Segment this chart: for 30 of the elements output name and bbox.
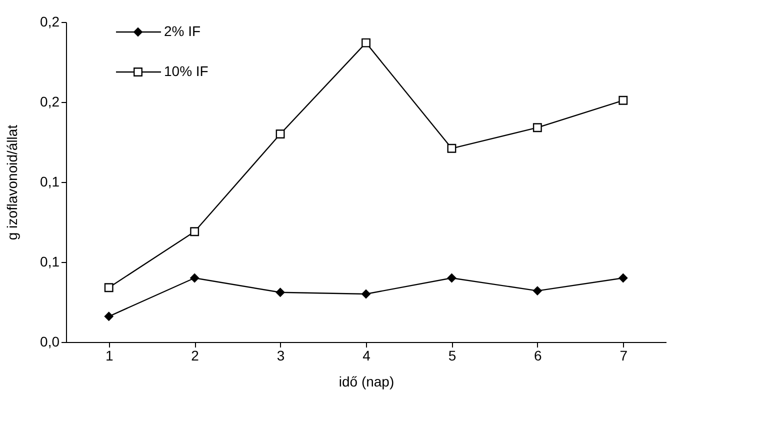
- x-tick-label: 6: [534, 348, 542, 364]
- x-tick-label: 3: [276, 348, 285, 364]
- x-axis-title: idő (nap): [338, 374, 394, 390]
- y-tick-label: 0,1: [40, 254, 60, 270]
- point: [362, 38, 370, 48]
- point: [190, 274, 200, 282]
- y-tick-label: 0,2: [40, 94, 60, 110]
- legend-label: 10% IF: [164, 63, 208, 79]
- point: [276, 130, 285, 138]
- point: [104, 283, 114, 292]
- point: [190, 227, 200, 236]
- x-tick-label: 4: [362, 348, 371, 364]
- x-tick-label: 2: [191, 348, 200, 364]
- point: [447, 144, 456, 153]
- point: [532, 123, 542, 132]
- point: [618, 96, 628, 105]
- point: [104, 312, 114, 321]
- point: [532, 286, 542, 296]
- point: [362, 290, 370, 298]
- y-tick-label: 0,1: [40, 174, 60, 190]
- y-tick-label: 0,0: [40, 334, 60, 350]
- x-tick-label: 7: [620, 348, 628, 364]
- x-tick-label: 5: [448, 348, 456, 364]
- y-tick-label: 0,2: [40, 14, 60, 30]
- point: [276, 288, 285, 297]
- x-tick-label: 1: [105, 348, 114, 364]
- point: [447, 274, 456, 282]
- point: [618, 274, 628, 282]
- legend-label: 2% IF: [164, 23, 201, 39]
- y-axis-title: g izoflavonoid/állat: [4, 124, 20, 240]
